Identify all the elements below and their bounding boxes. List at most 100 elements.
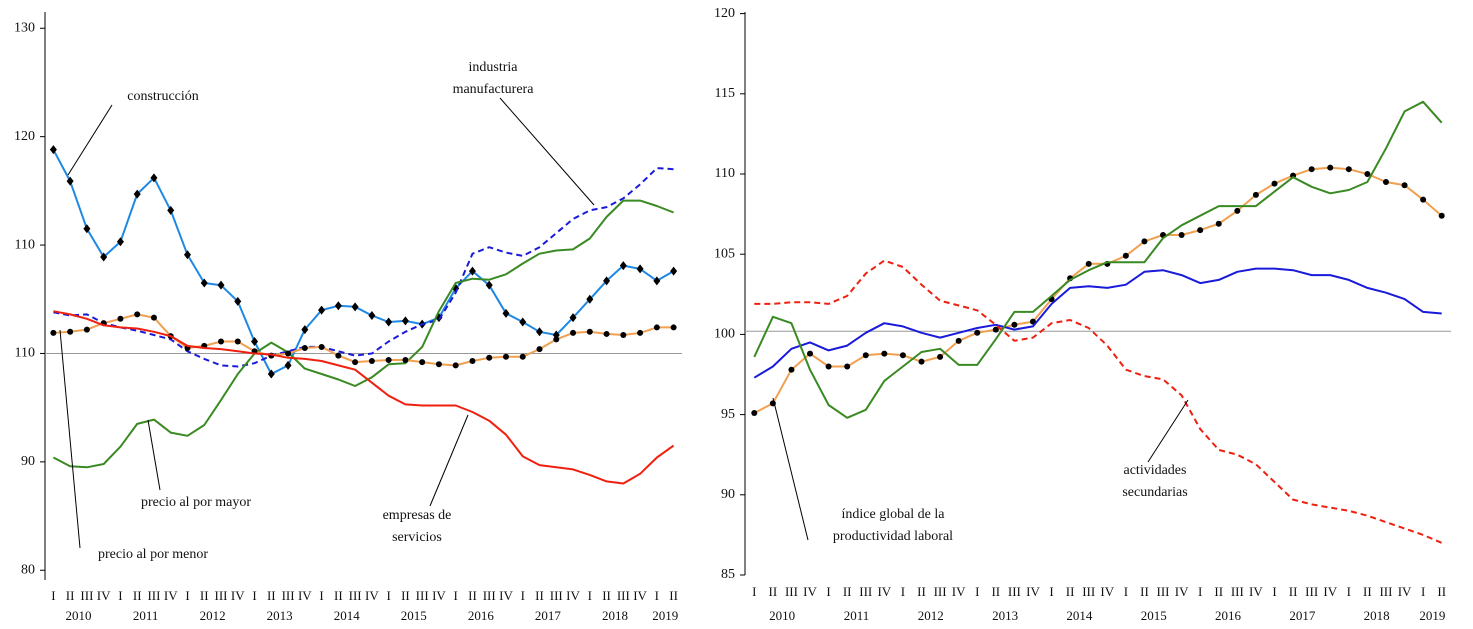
x-tick-label: III	[483, 588, 496, 603]
x-tick-label: I	[386, 588, 390, 603]
x-tick-label: II	[1140, 584, 1149, 599]
point-marker	[49, 145, 57, 155]
x-tick-label: II	[133, 588, 142, 603]
x-tick-label: III	[215, 588, 228, 603]
point-marker	[1178, 231, 1185, 238]
point-marker	[301, 325, 309, 335]
x-tick-label: I	[319, 588, 323, 603]
series-annotation: productividad laboral	[833, 529, 953, 544]
y-tick-label: 95	[721, 407, 735, 422]
x-tick-label: III	[147, 588, 160, 603]
year-label: 2012	[200, 608, 226, 623]
point-marker	[519, 353, 526, 360]
annotation-leader	[499, 97, 595, 206]
point-marker	[318, 343, 325, 350]
point-marker	[335, 352, 342, 359]
year-label: 2010	[769, 608, 795, 623]
x-tick-label: IV	[566, 588, 580, 603]
series-line	[753, 166, 1443, 414]
point-marker	[619, 261, 627, 271]
point-marker	[536, 346, 543, 353]
point-marker	[385, 317, 393, 327]
point-marker	[536, 327, 544, 337]
x-tick-label: IV	[298, 588, 312, 603]
annotation-leader	[59, 329, 81, 549]
x-tick-label: III	[416, 588, 429, 603]
point-marker	[1085, 260, 1092, 267]
x-tick-label: IV	[803, 584, 817, 599]
x-tick-label: IV	[432, 588, 446, 603]
x-tick-label: IV	[231, 588, 245, 603]
point-marker	[183, 250, 191, 260]
point-marker	[419, 359, 426, 366]
point-marker	[519, 317, 527, 327]
point-marker	[67, 328, 74, 335]
x-tick-label: II	[535, 588, 544, 603]
year-label: 2010	[66, 608, 92, 623]
annotation-leader	[772, 397, 809, 541]
point-marker	[670, 324, 677, 331]
x-tick-label: IV	[1175, 584, 1189, 599]
point-marker	[955, 337, 962, 344]
year-label: 2011	[844, 608, 870, 623]
x-tick-label: III	[859, 584, 872, 599]
point-marker	[234, 296, 242, 306]
x-tick-label: I	[975, 584, 979, 599]
point-marker	[974, 329, 981, 336]
point-marker	[150, 173, 158, 183]
x-tick-label: III	[349, 588, 362, 603]
point-marker	[435, 361, 442, 368]
point-marker	[502, 308, 510, 318]
x-tick-label: IV	[877, 584, 891, 599]
x-tick-label: II	[1289, 584, 1298, 599]
point-marker	[807, 350, 814, 357]
point-marker	[200, 278, 208, 288]
year-label: 2013	[267, 608, 293, 623]
point-marker	[636, 264, 644, 274]
point-marker	[452, 362, 459, 369]
x-tick-label: I	[826, 584, 830, 599]
x-tick-label: IV	[1398, 584, 1412, 599]
year-label: 2019	[652, 608, 678, 623]
year-label: 2013	[992, 608, 1018, 623]
x-tick-label: II	[267, 588, 276, 603]
x-tick-label: I	[752, 584, 756, 599]
x-tick-label: II	[843, 584, 852, 599]
point-marker	[334, 301, 342, 311]
series-annotation: manufacturera	[453, 82, 535, 97]
x-tick-label: III	[934, 584, 947, 599]
point-marker	[553, 336, 560, 343]
point-marker	[918, 358, 925, 365]
y-tick-label: 120	[714, 6, 735, 21]
x-tick-label: IV	[1249, 584, 1263, 599]
x-tick-label: I	[454, 588, 458, 603]
point-marker	[318, 305, 326, 315]
x-tick-label: III	[1157, 584, 1170, 599]
year-label: 2014	[334, 608, 361, 623]
series-annotation: empresas de	[383, 508, 452, 523]
x-tick-label: II	[991, 584, 1000, 599]
series-line	[53, 313, 674, 367]
x-tick-label: I	[1421, 584, 1425, 599]
annotation-leader	[429, 414, 469, 507]
y-tick-label: 130	[14, 20, 35, 35]
point-marker	[992, 326, 999, 333]
point-marker	[825, 363, 832, 370]
point-marker	[670, 266, 678, 276]
point-marker	[1382, 179, 1389, 186]
x-tick-label: III	[550, 588, 563, 603]
point-marker	[1345, 166, 1352, 173]
x-tick-label: IV	[952, 584, 966, 599]
year-label: 2018	[602, 608, 628, 623]
x-tick-label: II	[401, 588, 410, 603]
point-marker	[603, 330, 610, 337]
series-line	[52, 149, 675, 375]
point-marker	[881, 350, 888, 357]
point-marker	[100, 252, 108, 262]
y-tick-label: 115	[715, 86, 735, 101]
x-tick-label: II	[1214, 584, 1223, 599]
series-annotation: precio al por mayor	[141, 495, 251, 510]
year-label: 2016	[1215, 608, 1242, 623]
annotation-leader	[147, 419, 161, 491]
y-tick-label: 110	[715, 166, 735, 181]
